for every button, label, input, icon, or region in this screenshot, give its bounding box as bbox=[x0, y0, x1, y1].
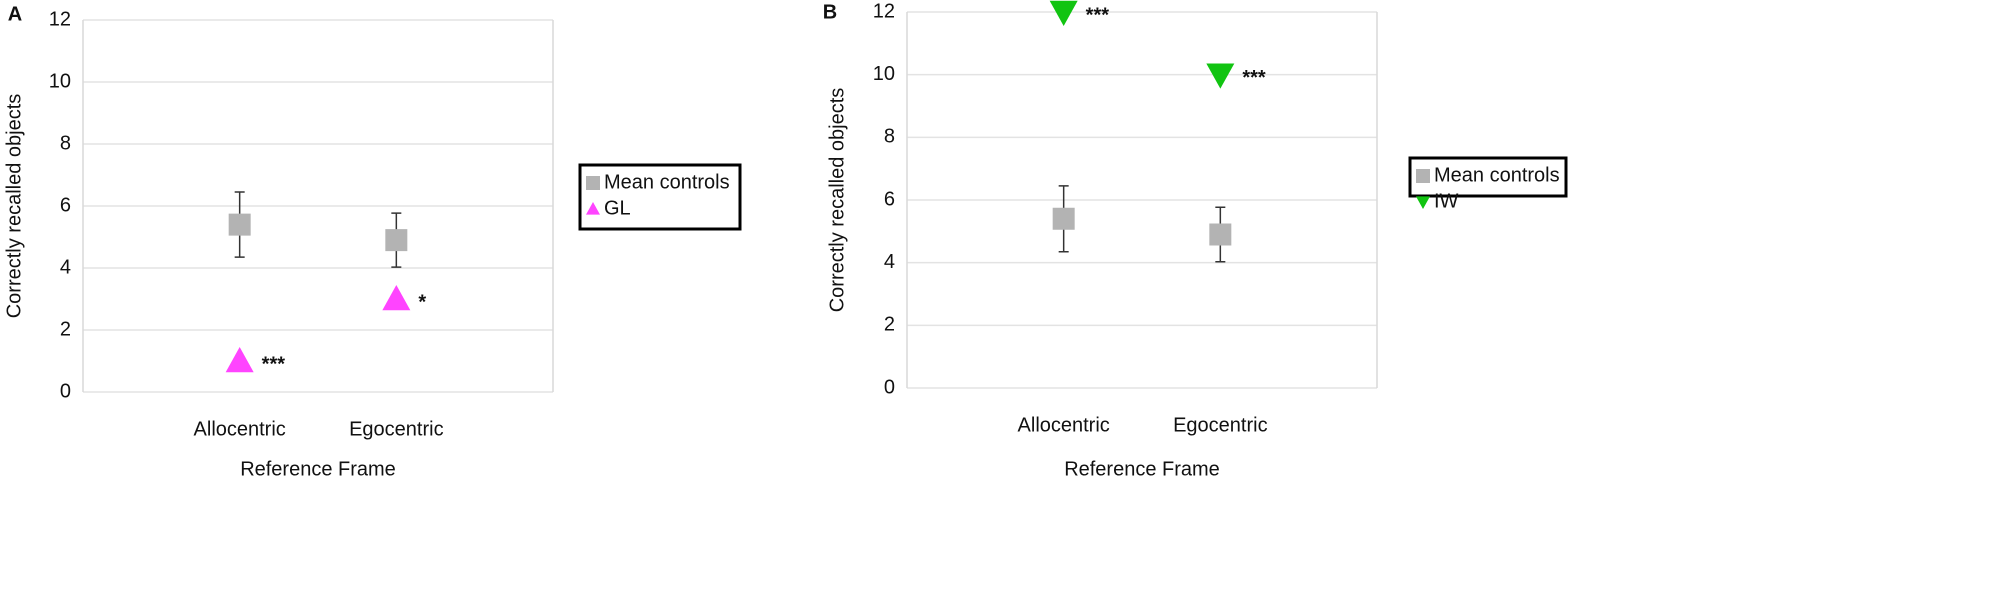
x-tick-label: Allocentric bbox=[194, 418, 286, 440]
y-tick-label: 12 bbox=[873, 0, 895, 22]
y-tick-label: 6 bbox=[884, 188, 895, 210]
y-tick-label: 2 bbox=[60, 318, 71, 340]
y-tick-label: 4 bbox=[60, 256, 71, 278]
legend-marker bbox=[1416, 196, 1430, 209]
data-point bbox=[1206, 63, 1235, 89]
legend-label: IW bbox=[1434, 190, 1459, 212]
legend-marker bbox=[1416, 169, 1430, 183]
y-tick-label: 2 bbox=[884, 314, 895, 336]
x-tick-label: Egocentric bbox=[1173, 414, 1268, 436]
legend-label: Mean controls bbox=[604, 171, 730, 193]
x-tick-label: Allocentric bbox=[1018, 414, 1110, 436]
y-axis-label: Correctly recalled objects bbox=[3, 94, 25, 319]
data-point bbox=[1049, 0, 1078, 27]
legend-label: Mean controls bbox=[1434, 164, 1560, 186]
x-tick-label: Egocentric bbox=[349, 418, 444, 440]
significance-label: *** bbox=[262, 353, 286, 375]
legend-marker bbox=[586, 176, 600, 190]
data-point bbox=[385, 229, 408, 252]
y-tick-label: 10 bbox=[49, 70, 71, 92]
y-tick-label: 8 bbox=[60, 132, 71, 154]
x-axis-label: Reference Frame bbox=[1064, 458, 1220, 480]
plot-frame bbox=[906, 12, 1378, 388]
y-tick-label: 0 bbox=[884, 376, 895, 398]
plot-frame bbox=[82, 20, 554, 392]
legend-label: GL bbox=[604, 197, 631, 219]
data-point bbox=[1209, 223, 1232, 246]
significance-label: * bbox=[418, 291, 426, 313]
y-tick-label: 0 bbox=[60, 380, 71, 402]
y-axis-label: Correctly recalled objects bbox=[826, 88, 848, 313]
y-tick-label: 8 bbox=[884, 126, 895, 148]
significance-label: *** bbox=[1242, 67, 1266, 89]
y-tick-label: 6 bbox=[60, 194, 71, 216]
panel-label: B bbox=[823, 1, 837, 23]
data-point bbox=[228, 213, 251, 236]
significance-label: *** bbox=[1086, 4, 1110, 26]
panel-label: A bbox=[8, 3, 22, 25]
data-point bbox=[1052, 207, 1075, 230]
y-tick-label: 10 bbox=[873, 63, 895, 85]
legend-box bbox=[1408, 156, 1568, 198]
data-point bbox=[382, 285, 411, 311]
y-tick-label: 12 bbox=[49, 8, 71, 30]
y-tick-label: 4 bbox=[884, 251, 895, 273]
data-point bbox=[225, 347, 254, 373]
legend-box bbox=[578, 163, 742, 231]
legend-marker bbox=[586, 202, 600, 215]
x-axis-label: Reference Frame bbox=[240, 458, 396, 480]
